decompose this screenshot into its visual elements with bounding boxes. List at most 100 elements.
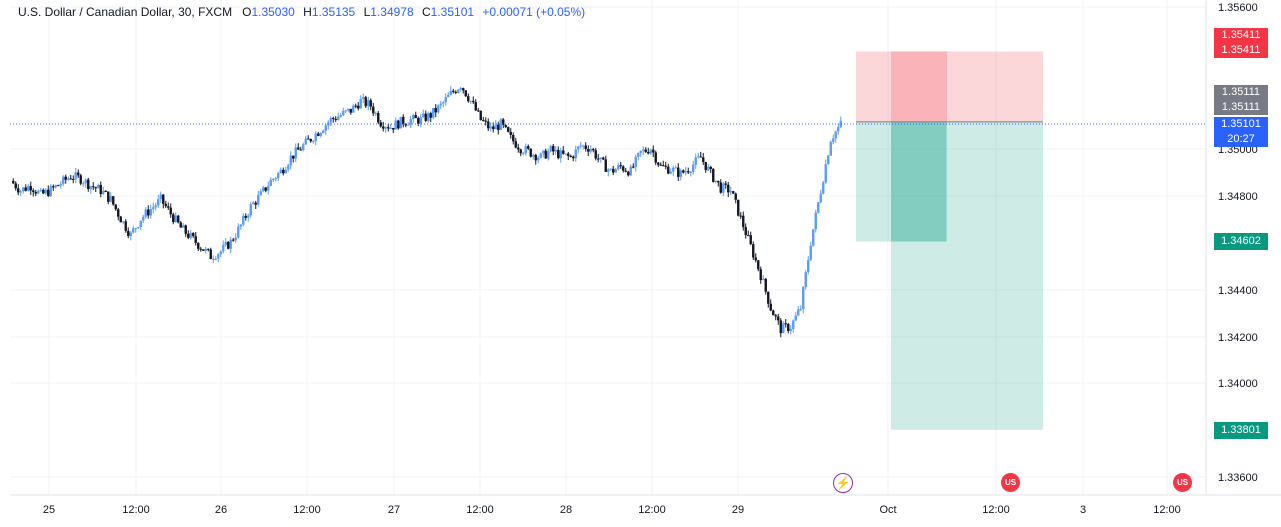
symbol-name[interactable]: U.S. Dollar / Canadian Dollar, 30, FXCM [18,5,233,19]
last-price-tag[interactable]: 1.35101 20:27 [1214,117,1268,147]
entry-price-tag[interactable]: 1.35111 1.35111 [1214,85,1268,115]
candle-body [52,186,55,188]
candle-body [149,209,152,216]
candle-body [504,125,507,128]
candle-body [634,156,637,168]
candle-body [49,186,52,196]
candle-body [819,193,822,203]
candle-body [114,204,117,210]
price-tick-label: 1.34000 [1218,378,1258,390]
candle-body [609,168,612,170]
candle-body [452,90,455,92]
candle-body [674,167,677,169]
target-price-tag-2[interactable]: 1.33801 [1214,422,1268,439]
time-axis[interactable]: 25 12:00 26 12:00 27 12:00 28 12:00 29 Oct 12:00 3 1… [43,504,1181,516]
candle-body [67,178,70,180]
candle-body [814,212,817,230]
high-value: 1.35135 [311,5,356,19]
candle-body [97,184,100,189]
close-label: C [422,5,431,19]
candle-body [62,176,65,185]
candle-body [142,216,145,221]
candle-body [332,117,335,119]
candle-body [19,191,22,193]
candle-body [469,100,472,102]
candle-body [379,122,382,127]
candle-body [702,157,705,162]
candle-body [427,113,430,121]
candle-body [292,155,295,159]
symbol-header: U.S. Dollar / Canadian Dollar, 30, FXCM O… [18,5,590,19]
candle-body [342,110,345,116]
candle-body [832,138,835,142]
candle-body [384,127,387,129]
candle-body [302,144,305,151]
candle-body [272,178,275,180]
candle-body [519,149,522,154]
candle-body [359,98,362,109]
time-tick-label: 12:00 [122,504,150,516]
candle-body [487,121,490,129]
lightning-event-icon[interactable]: ⚡ [833,473,853,493]
us-flag-event-icon-2[interactable]: US [1173,473,1192,492]
candle-body [699,156,702,158]
candle-body [319,132,322,136]
candle-body [809,245,812,260]
candle-body [604,159,607,172]
candle-body [649,149,652,154]
candle-body [792,320,795,330]
stop-price-tag[interactable]: 1.35411 1.35411 [1214,28,1268,58]
candle-body [102,190,105,194]
candle-body [79,175,82,184]
position-zones[interactable] [856,51,1043,430]
candle-body [104,190,107,192]
candle-body [152,207,155,210]
time-tick-label: 3 [1080,504,1086,516]
low-value: 1.34978 [370,5,414,19]
candle-body [289,155,292,166]
candle-body [752,244,755,258]
candle-body [357,105,360,109]
candle-body [34,191,37,194]
target-price-tag-1[interactable]: 1.34602 [1214,233,1268,250]
stop-loss-zone-inner [891,51,947,122]
candle-body [69,178,72,180]
candle-body [399,116,402,129]
candle-body [734,193,737,200]
candle-body [164,203,167,207]
bar-countdown: 20:27 [1227,133,1255,145]
candle-body [412,115,415,120]
candle-body [839,121,842,128]
candle-body [27,186,30,191]
candle-body [347,108,350,111]
candle-body [284,169,287,174]
candle-body [89,186,92,190]
candle-body [249,204,252,216]
time-tick-label: 25 [43,504,55,516]
candle-body [194,236,197,243]
candle-body [467,96,470,102]
candle-body [22,187,25,192]
candle-body [647,151,650,154]
candle-body [397,120,400,129]
candle-body [14,183,17,189]
candle-body [684,171,687,173]
candle-body [87,179,90,190]
candle-body [224,241,227,245]
candle-body [337,116,340,121]
candle-body [209,249,212,260]
candle-body [382,126,385,129]
candle-body [632,166,635,168]
candle-body [162,194,165,204]
candle-body [17,188,20,193]
candle-body [434,107,437,113]
price-axis[interactable]: 1.35600 1.35000 1.34800 1.34400 1.34200 1.340… [1218,2,1258,484]
candle-body [252,202,255,205]
candle-body [732,191,735,194]
candle-body [627,171,630,176]
candle-body [554,149,557,152]
time-tick-label: 29 [732,504,744,516]
candle-body [404,124,407,126]
us-flag-event-icon[interactable]: US [1001,473,1020,492]
